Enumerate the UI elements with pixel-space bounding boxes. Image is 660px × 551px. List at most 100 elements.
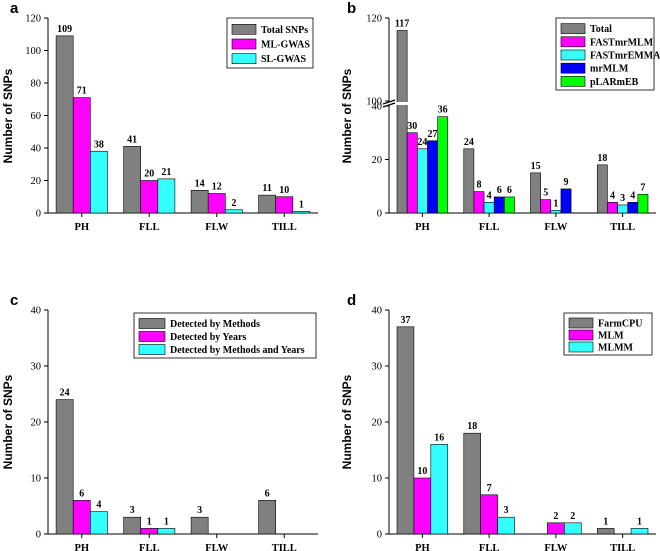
- panel-c-bar: [72, 500, 91, 535]
- panel-a-bar: [258, 194, 277, 214]
- panel-d-bar: [480, 494, 498, 535]
- panel-b-legend-swatch: [560, 76, 586, 87]
- panel-b-data-label: 24: [417, 137, 427, 148]
- panel-d-data-label: 18: [467, 421, 477, 432]
- panel-c-x-tick-label-fll: FLL: [139, 543, 159, 551]
- panel-d-x-tick-label-ph: PH: [415, 543, 430, 551]
- panel-c-data-label: 1: [147, 516, 152, 527]
- panel-d-bar: [430, 444, 449, 535]
- panel-a-legend-label: SL-GWAS: [261, 54, 306, 65]
- panel-d-y-tick-label: 30: [372, 362, 383, 373]
- panel-b-panel-letter: b: [347, 0, 356, 17]
- panel-b-data-label: 7: [640, 182, 645, 193]
- panel-b-data-label: 27: [428, 129, 438, 140]
- panel-c-bar: [123, 516, 141, 535]
- panel-d-bar: [413, 477, 432, 535]
- panel-d-bar: [547, 522, 565, 535]
- panel-a-data-label: 20: [144, 169, 154, 180]
- panel-a-data-label: 21: [161, 167, 171, 178]
- panel-d-legend-label: MLM: [598, 331, 624, 342]
- panel-d-legend-swatch: [568, 341, 594, 353]
- panel-c-panel-letter: c: [10, 292, 18, 309]
- panel-d-x-tick-label-till: TILL: [610, 543, 635, 551]
- panel-c-y-tick-label: 30: [31, 362, 42, 373]
- panel-a-y-tick-label: 40: [31, 144, 42, 155]
- panel-a-bar: [225, 209, 243, 214]
- panel-b-data-label: 117: [395, 18, 409, 29]
- panel-d-legend-swatch: [568, 329, 594, 341]
- panel-c-bar: [90, 511, 108, 535]
- panel-a-bar: [72, 97, 91, 214]
- panel-d-y-tick-label: 0: [377, 530, 382, 541]
- panel-d-bar: [564, 522, 582, 535]
- panel-b-bar: [617, 204, 628, 214]
- panel-a-x-tick-label-till: TILL: [272, 222, 297, 233]
- panel-a-data-label: 12: [212, 182, 222, 193]
- panel-b-bar: [627, 202, 639, 214]
- panel-b-y-tick-label: 40: [372, 102, 383, 113]
- panel-d-legend-label: MLMM: [598, 343, 634, 354]
- panel-c-bar: [55, 399, 74, 535]
- panel-c-y-tick-label: 10: [31, 474, 42, 485]
- panel-c-legend-label: Detected by Methods: [170, 319, 260, 330]
- panel-a-bar: [207, 193, 226, 214]
- panel-a-y-tick-label: 80: [31, 79, 42, 90]
- panel-b-legend-label: FASTmrEMMA: [590, 51, 660, 62]
- panel-b-axis-break-mark: [382, 99, 396, 105]
- panel-c-y-tick-label: 0: [36, 530, 41, 541]
- panel-a-y-tick-label: 20: [31, 176, 42, 187]
- panel-d-bar: [596, 528, 615, 535]
- panel-b-data-label: 3: [620, 193, 625, 204]
- panel-a-bar: [90, 150, 108, 214]
- panel-b-legend-swatch: [560, 23, 586, 34]
- panel-a-legend-swatch: [231, 53, 257, 64]
- panel-a-bar: [190, 189, 209, 214]
- panel-a-legend-label: Total SNPs: [261, 25, 308, 36]
- panel-b-data-label: 36: [438, 105, 448, 116]
- panel-b-y-axis-label: Number of SNPs: [340, 68, 354, 163]
- panel-b-bar: [504, 196, 515, 214]
- panel-b-bar: [637, 193, 649, 214]
- panel-d-data-label: 2: [570, 511, 575, 522]
- panel-d-data-label: 37: [400, 315, 410, 326]
- panel-b-data-label: 24: [464, 137, 474, 148]
- panel-a-bar: [55, 35, 74, 214]
- panel-a-bar: [275, 196, 294, 214]
- panel-b-bar: [396, 30, 408, 214]
- panel-d-bar: [497, 516, 515, 535]
- panel-a-panel-letter: a: [10, 0, 19, 17]
- panel-a-x-tick-label-flw: FLW: [205, 222, 228, 233]
- panel-b-bar: [473, 191, 485, 214]
- panel-a-data-label: 109: [57, 24, 72, 35]
- panel-b-legend-label: mrMLM: [590, 64, 629, 75]
- panel-c: PH FLL FLW TILL Number of SNPs c 0 10 20 30 40 24 6 4…: [1, 292, 318, 551]
- panel-c-bar: [140, 528, 159, 535]
- panel-c-x-tick-label-flw: FLW: [205, 543, 228, 551]
- panel-b-data-label: 5: [543, 188, 548, 199]
- panel-b-y-tick-label: 0: [377, 209, 382, 220]
- panel-b-y-tick-label: 20: [372, 155, 383, 166]
- panel-b-data-label: 8: [476, 180, 481, 191]
- panel-b-data-label: 1: [553, 198, 558, 209]
- panel-b-data-label: 9: [564, 177, 569, 188]
- panel-b-data-label: 15: [531, 161, 541, 172]
- panel-c-bar: [190, 516, 209, 535]
- panel-d-legend-swatch: [568, 317, 594, 329]
- panel-b-bar: [607, 202, 618, 214]
- panel-b-bar: [493, 196, 505, 214]
- panel-b-legend-label: Total: [590, 24, 612, 35]
- panel-d-data-label: 10: [417, 466, 427, 477]
- panel-b-legend-swatch: [560, 36, 586, 48]
- panel-d-panel-letter: d: [347, 292, 356, 309]
- panel-a: PH FLL FLW TILL Number of SNPs a 0 20 40 60 80 100 1…: [1, 0, 318, 233]
- panel-a-y-tick-label: 120: [25, 14, 41, 25]
- panel-c-data-label: 6: [265, 488, 270, 499]
- panel-b-data-label: 4: [487, 190, 492, 201]
- panel-b-bar-break-gap: [396, 102, 409, 105]
- panel-a-x-tick-label-fll: FLL: [139, 222, 159, 233]
- panel-b-y-tick-label: 120: [366, 14, 382, 25]
- panel-b-bar: [437, 116, 449, 214]
